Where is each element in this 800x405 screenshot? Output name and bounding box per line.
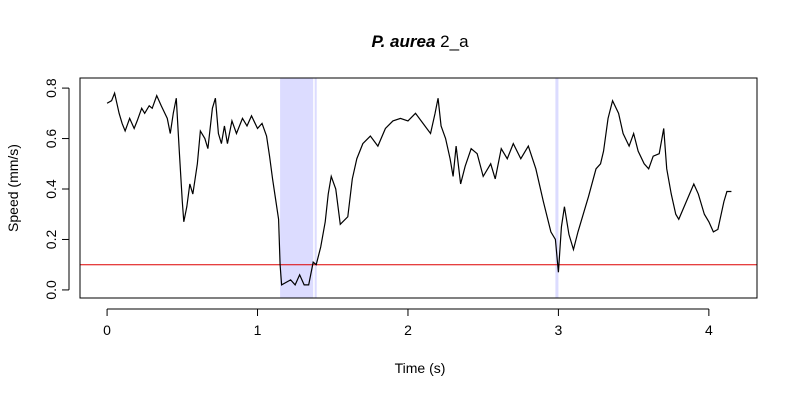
y-tick-label: 0.2 xyxy=(43,230,59,250)
x-tick-label: 0 xyxy=(103,322,111,338)
title-species: P. aurea xyxy=(371,32,435,51)
y-tick-label: 0.4 xyxy=(43,179,59,199)
y-tick-label: 0.8 xyxy=(43,78,59,98)
highlight-band xyxy=(280,78,314,298)
x-tick-label: 1 xyxy=(254,322,262,338)
y-tick-label: 0.0 xyxy=(43,280,59,300)
highlight-band xyxy=(555,78,559,298)
x-tick-label: 4 xyxy=(705,322,713,338)
chart-title: P. aurea 2_a xyxy=(371,32,469,51)
x-tick-label: 3 xyxy=(555,322,563,338)
speed-line xyxy=(106,91,732,286)
y-axis-label: Speed (mm/s) xyxy=(5,144,21,232)
highlight-band xyxy=(314,78,317,298)
x-axis-label: Time (s) xyxy=(395,360,446,376)
x-tick-label: 2 xyxy=(404,322,412,338)
y-tick-label: 0.6 xyxy=(43,129,59,149)
plot-box xyxy=(79,77,758,299)
title-sample: 2_a xyxy=(440,32,469,51)
